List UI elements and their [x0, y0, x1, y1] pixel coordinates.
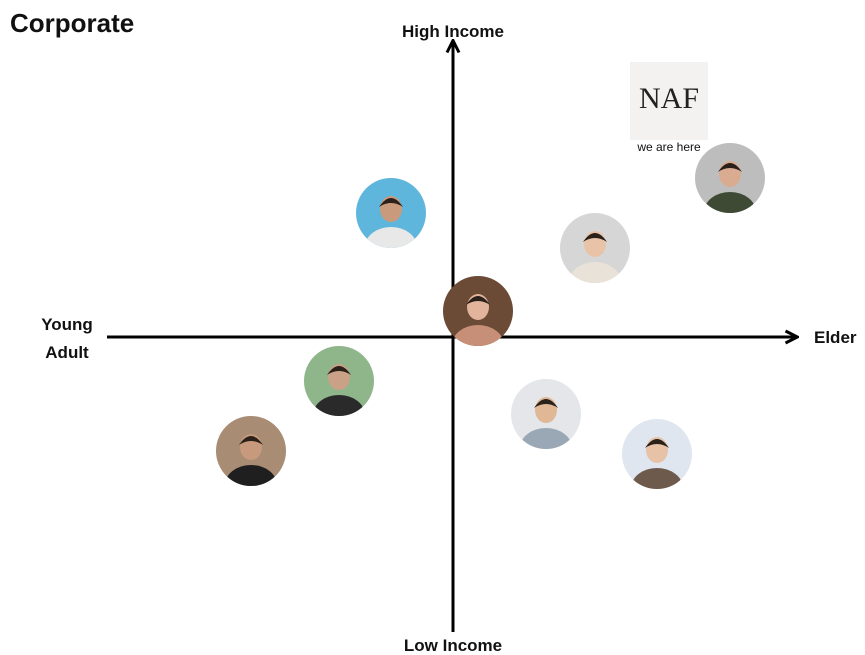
axis-label-right: Elder	[814, 328, 857, 347]
axis-label-left: Young	[41, 315, 93, 334]
persona-photo	[304, 346, 374, 435]
logo-text: NAF	[639, 82, 699, 115]
positioning-map: Corporate High Income Low Income Young A…	[0, 0, 865, 655]
persona-photo	[622, 419, 692, 508]
axis-label-top: High Income	[402, 22, 504, 41]
persona-photo	[695, 143, 765, 232]
title: Corporate	[10, 8, 134, 38]
persona-photo	[511, 379, 581, 468]
photos	[216, 143, 765, 508]
logo: NAF	[630, 62, 708, 140]
logo-caption: we are here	[636, 140, 701, 154]
persona-photo	[356, 178, 426, 267]
axis-label-left: Adult	[45, 343, 89, 362]
persona-photo	[560, 213, 630, 302]
persona-photo	[216, 416, 286, 505]
axis-label-bottom: Low Income	[404, 636, 502, 655]
